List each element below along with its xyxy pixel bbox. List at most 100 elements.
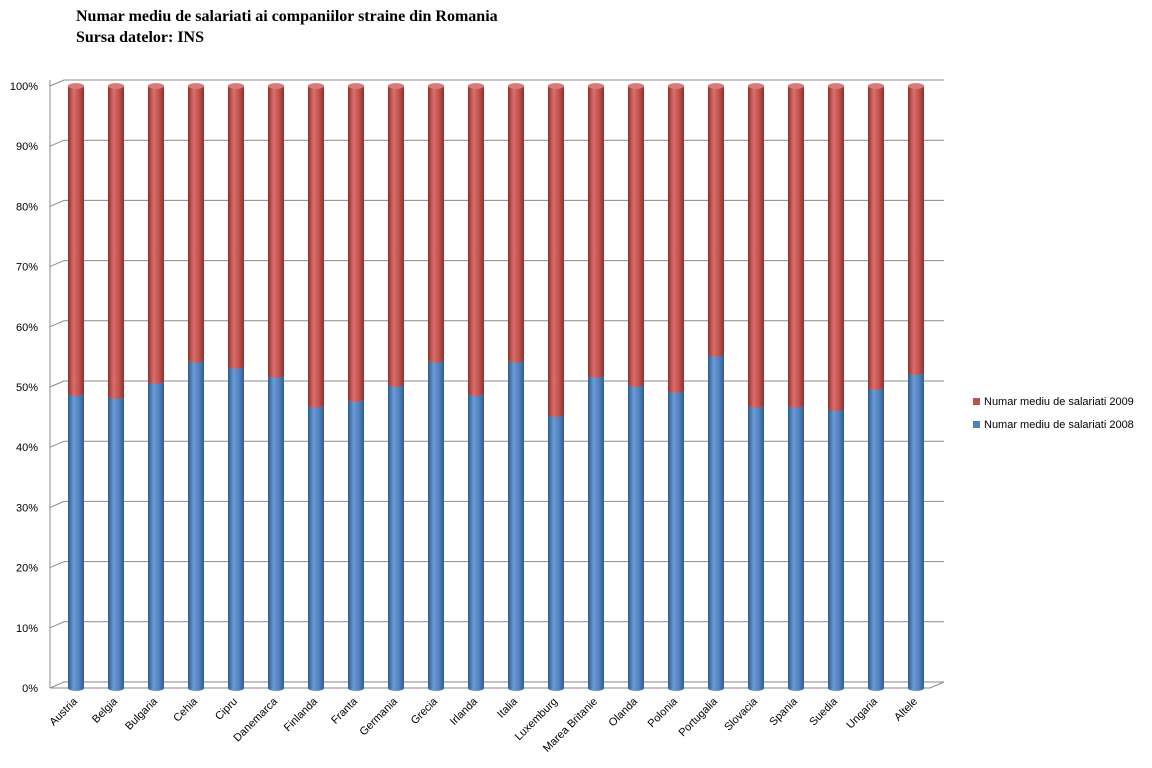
bar-segment-2009 bbox=[908, 86, 924, 375]
bar-segment-2008 bbox=[588, 374, 604, 691]
y-tick-label: 70% bbox=[16, 262, 38, 274]
bar-segment-2009 bbox=[108, 86, 124, 400]
bar-segment-2008 bbox=[548, 414, 564, 691]
x-tick-label: Bulgaria bbox=[123, 695, 161, 733]
axes bbox=[49, 80, 945, 689]
bar-cap bbox=[468, 83, 484, 89]
x-tick-label: Cehia bbox=[171, 695, 200, 724]
bar-segment-2009 bbox=[868, 86, 884, 390]
x-tick-label: Finlanda bbox=[282, 695, 321, 734]
legend-label: Numar mediu de salariati 2008 bbox=[984, 419, 1134, 431]
x-tick-label: Franta bbox=[329, 695, 361, 727]
gridline bbox=[49, 561, 944, 569]
bar-cap bbox=[228, 83, 244, 89]
bar-segment-2008 bbox=[228, 365, 244, 691]
bar-segment-2008 bbox=[628, 383, 644, 691]
x-tick-label: Belgia bbox=[90, 695, 121, 726]
bar-segment-2009 bbox=[708, 86, 724, 357]
bar-cap bbox=[508, 83, 524, 89]
bar-cap bbox=[108, 83, 124, 89]
gridline bbox=[49, 500, 944, 508]
bar-segment-2008 bbox=[748, 405, 764, 691]
x-tick-label: Grecia bbox=[409, 695, 441, 727]
chart-subtitle: Sursa datelor: INS bbox=[76, 29, 205, 46]
bar-segment-2009 bbox=[188, 86, 204, 363]
bar-segment-2009 bbox=[508, 86, 524, 363]
x-tick-label: Slovacia bbox=[722, 695, 761, 734]
bar-cap bbox=[308, 83, 324, 89]
bar-segment-2008 bbox=[508, 359, 524, 691]
bar-segment-2008 bbox=[668, 390, 684, 691]
x-tick-label: Cipru bbox=[213, 696, 240, 723]
bar-segment-2008 bbox=[348, 399, 364, 691]
gridline bbox=[49, 260, 944, 268]
gridlines bbox=[49, 79, 944, 689]
bar-segment-2008 bbox=[188, 359, 204, 691]
bar-segment-2008 bbox=[868, 387, 884, 691]
bar-cap bbox=[548, 83, 564, 89]
bar-cap bbox=[148, 83, 164, 89]
y-tick-label: 100% bbox=[10, 81, 38, 93]
y-tick-label: 50% bbox=[16, 382, 38, 394]
y-tick-label: 40% bbox=[16, 442, 38, 454]
bar-cap bbox=[748, 83, 764, 89]
bar-segment-2009 bbox=[348, 86, 364, 403]
bar-segment-2009 bbox=[468, 86, 484, 397]
gridline bbox=[49, 139, 944, 147]
legend-label: Numar mediu de salariati 2009 bbox=[984, 396, 1134, 408]
x-tick-label: Danemarca bbox=[231, 695, 280, 744]
chart-title: Numar mediu de salariati ai companiilor … bbox=[76, 8, 498, 25]
bar-cap bbox=[348, 83, 364, 89]
bar-segment-2009 bbox=[788, 86, 804, 409]
bar-cap bbox=[388, 83, 404, 89]
bar-segment-2009 bbox=[68, 86, 84, 397]
y-tick-label: 90% bbox=[16, 141, 38, 153]
bar-cap bbox=[668, 83, 684, 89]
bar-cap bbox=[708, 83, 724, 89]
bar-segment-2008 bbox=[268, 374, 284, 691]
y-tick-label: 10% bbox=[16, 623, 38, 635]
bar-segment-2009 bbox=[428, 86, 444, 363]
bar-segment-2008 bbox=[788, 405, 804, 691]
bar-segment-2008 bbox=[68, 393, 84, 691]
bar-segment-2009 bbox=[548, 86, 564, 418]
bar-cap bbox=[428, 83, 444, 89]
y-tick-label: 20% bbox=[16, 563, 38, 575]
legend-swatch bbox=[973, 398, 980, 405]
legend: Numar mediu de salariati 2009 Numar mediu… bbox=[973, 396, 1134, 431]
bar-segment-2008 bbox=[708, 353, 724, 691]
bar-segment-2009 bbox=[148, 86, 164, 384]
gridline bbox=[49, 621, 944, 629]
bar-segment-2008 bbox=[828, 408, 844, 691]
bar-segment-2008 bbox=[148, 380, 164, 691]
bars bbox=[68, 83, 924, 691]
bar-segment-2008 bbox=[428, 359, 444, 691]
y-tick-labels: 0% 10% 20% 30% 40% 50% 60% 70% 80% 90% 100% bbox=[10, 81, 38, 695]
y-tick-label: 0% bbox=[22, 683, 38, 695]
bar-cap bbox=[588, 83, 604, 89]
chart-title-block: Numar mediu de salariati ai companiilor … bbox=[76, 6, 498, 48]
bar-segment-2009 bbox=[668, 86, 684, 394]
x-tick-label: Austria bbox=[47, 695, 80, 728]
bar-segment-2009 bbox=[228, 86, 244, 369]
y-tick-label: 80% bbox=[16, 201, 38, 213]
bar-segment-2008 bbox=[908, 371, 924, 691]
y-tick-label: 30% bbox=[16, 502, 38, 514]
bar-cap bbox=[268, 83, 284, 89]
x-tick-label: Portugalia bbox=[677, 695, 721, 739]
bar-cap bbox=[828, 83, 844, 89]
bar-cap bbox=[68, 83, 84, 89]
gridline bbox=[49, 380, 944, 388]
y-tick-label: 60% bbox=[16, 322, 38, 334]
gridline bbox=[49, 79, 944, 87]
x-tick-label: Polonia bbox=[646, 695, 681, 730]
bar-segment-2008 bbox=[308, 405, 324, 691]
x-tick-labels: Austria Belgia Bulgaria Cehia CipruDanemarca… bbox=[47, 695, 920, 755]
bar-segment-2009 bbox=[828, 86, 844, 412]
bar-segment-2009 bbox=[588, 86, 604, 378]
bar-cap bbox=[868, 83, 884, 89]
gridline bbox=[49, 681, 944, 689]
x-tick-label: Suedia bbox=[807, 695, 840, 728]
bar-segment-2009 bbox=[628, 86, 644, 387]
